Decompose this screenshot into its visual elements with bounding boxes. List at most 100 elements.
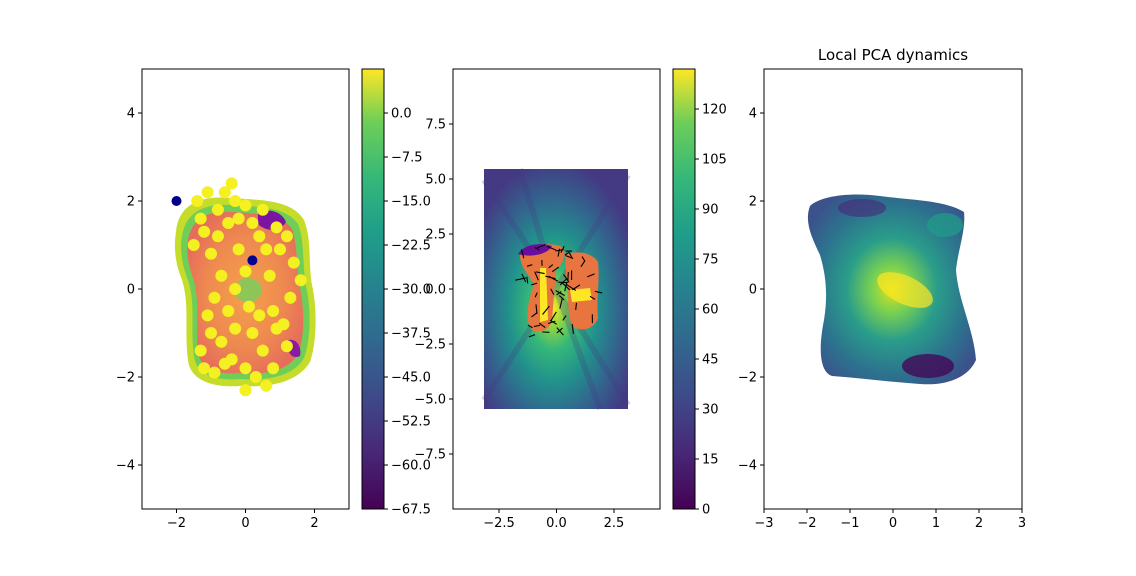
colorbar-2-gradient (673, 69, 695, 509)
trajectory-point (267, 362, 279, 374)
trajectory-point (288, 257, 300, 269)
colorbar-tick-label: −67.5 (391, 503, 431, 518)
colorbar-1-gradient (362, 69, 384, 509)
colorbar-tick-label: −52.5 (391, 415, 431, 430)
trajectory-point (257, 204, 269, 216)
y-tick-label: −4 (116, 459, 135, 474)
trajectory-point (202, 309, 214, 321)
y-tick-label: −7.5 (414, 448, 446, 463)
x-tick-label: 0 (241, 516, 249, 531)
trajectory-point (267, 305, 279, 317)
panel-3-plot-area (808, 194, 976, 384)
trajectory-point (246, 217, 258, 229)
y-tick-label: 4 (127, 107, 135, 122)
trajectory-point (205, 248, 217, 260)
x-tick-label: 2 (310, 516, 318, 531)
colorbar-tick-label: 0 (702, 503, 710, 518)
panel-3-low-region (902, 354, 954, 378)
y-tick-label: −2 (738, 371, 757, 386)
colorbar-tick-label: 75 (702, 253, 719, 268)
colorbar-tick-label: −15.0 (391, 195, 431, 210)
trajectory-point (281, 230, 293, 242)
trajectory-point (215, 336, 227, 348)
x-tick-label: −3 (754, 516, 773, 531)
x-tick-label: −2 (167, 516, 186, 531)
trajectory-point (208, 367, 220, 379)
trajectory-point (198, 362, 210, 374)
trajectory-point (250, 371, 262, 383)
trajectory-point (271, 323, 283, 335)
y-tick-label: 2 (749, 195, 757, 210)
trajectory-point (215, 270, 227, 282)
trajectory-point (195, 213, 207, 225)
trajectory-point (253, 230, 265, 242)
colorbar-tick-label: 15 (702, 453, 719, 468)
colorbar-tick-label: 105 (702, 153, 727, 168)
y-tick-label: 2.5 (425, 228, 446, 243)
trajectory-point (284, 292, 296, 304)
trajectory-point (208, 292, 220, 304)
trajectory-point (253, 309, 265, 321)
trajectory-point (240, 265, 252, 277)
trajectory-point (229, 283, 241, 295)
colorbar-tick-label: 120 (702, 103, 727, 118)
trajectory-point (240, 384, 252, 396)
trajectory-point (191, 195, 203, 207)
trajectory-point (229, 323, 241, 335)
panel-2-plot-area (484, 169, 628, 409)
colorbar-tick-label: 60 (702, 303, 719, 318)
trajectory-point (240, 362, 252, 374)
trajectory-point (281, 340, 293, 352)
trajectory-point (212, 204, 224, 216)
x-tick-label: 0 (889, 516, 897, 531)
panel-1-plot-area (172, 177, 316, 396)
colorbar-tick-label: −7.5 (391, 151, 423, 166)
highlighted-point (172, 196, 182, 206)
colorbar-tick-label: −45.0 (391, 371, 431, 386)
trajectory-point (226, 177, 238, 189)
panel-3-low-region-2 (838, 199, 886, 217)
y-tick-label: 7.5 (425, 118, 446, 133)
x-tick-label: 3 (1018, 516, 1026, 531)
panel-2: −2.5 0.0 2.5 −7.5 −5.0 −2.5 0.0 2.5 5.0 7.5 (414, 69, 660, 531)
trajectory-point (222, 217, 234, 229)
trajectory-point (222, 305, 234, 317)
x-tick-label: −2 (797, 516, 816, 531)
y-tick-label: 0.0 (425, 283, 446, 298)
trajectory-point (264, 270, 276, 282)
trajectory-point (188, 239, 200, 251)
x-tick-label: 0.0 (546, 516, 567, 531)
trajectory-point (246, 327, 258, 339)
highlighted-point (247, 255, 257, 265)
trajectory-point (229, 195, 241, 207)
trajectory-point (240, 199, 252, 211)
trajectory-point (233, 243, 245, 255)
colorbar-tick-label: 90 (702, 203, 719, 218)
trajectory-point (219, 358, 231, 370)
panel-3-teal-region (927, 213, 963, 237)
x-tick-label: −2.5 (483, 516, 515, 531)
trajectory-point (260, 243, 272, 255)
trajectory-point (260, 380, 272, 392)
y-tick-label: 5.0 (425, 173, 446, 188)
trajectory-point (295, 274, 307, 286)
panel-3-title: Local PCA dynamics (818, 46, 968, 64)
colorbar-tick-label: 30 (702, 403, 719, 418)
y-tick-label: 4 (749, 107, 757, 122)
x-tick-label: 2.5 (604, 516, 625, 531)
y-tick-label: −2 (116, 371, 135, 386)
y-tick-label: 2 (127, 195, 135, 210)
trajectory-point (202, 186, 214, 198)
trajectory-point (271, 221, 283, 233)
y-tick-label: −2.5 (414, 338, 446, 353)
trajectory-point (205, 327, 217, 339)
trajectory-point (212, 230, 224, 242)
trajectory-point (257, 345, 269, 357)
x-tick-label: 1 (932, 516, 940, 531)
x-tick-label: 2 (975, 516, 983, 531)
y-tick-label: −5.0 (414, 393, 446, 408)
